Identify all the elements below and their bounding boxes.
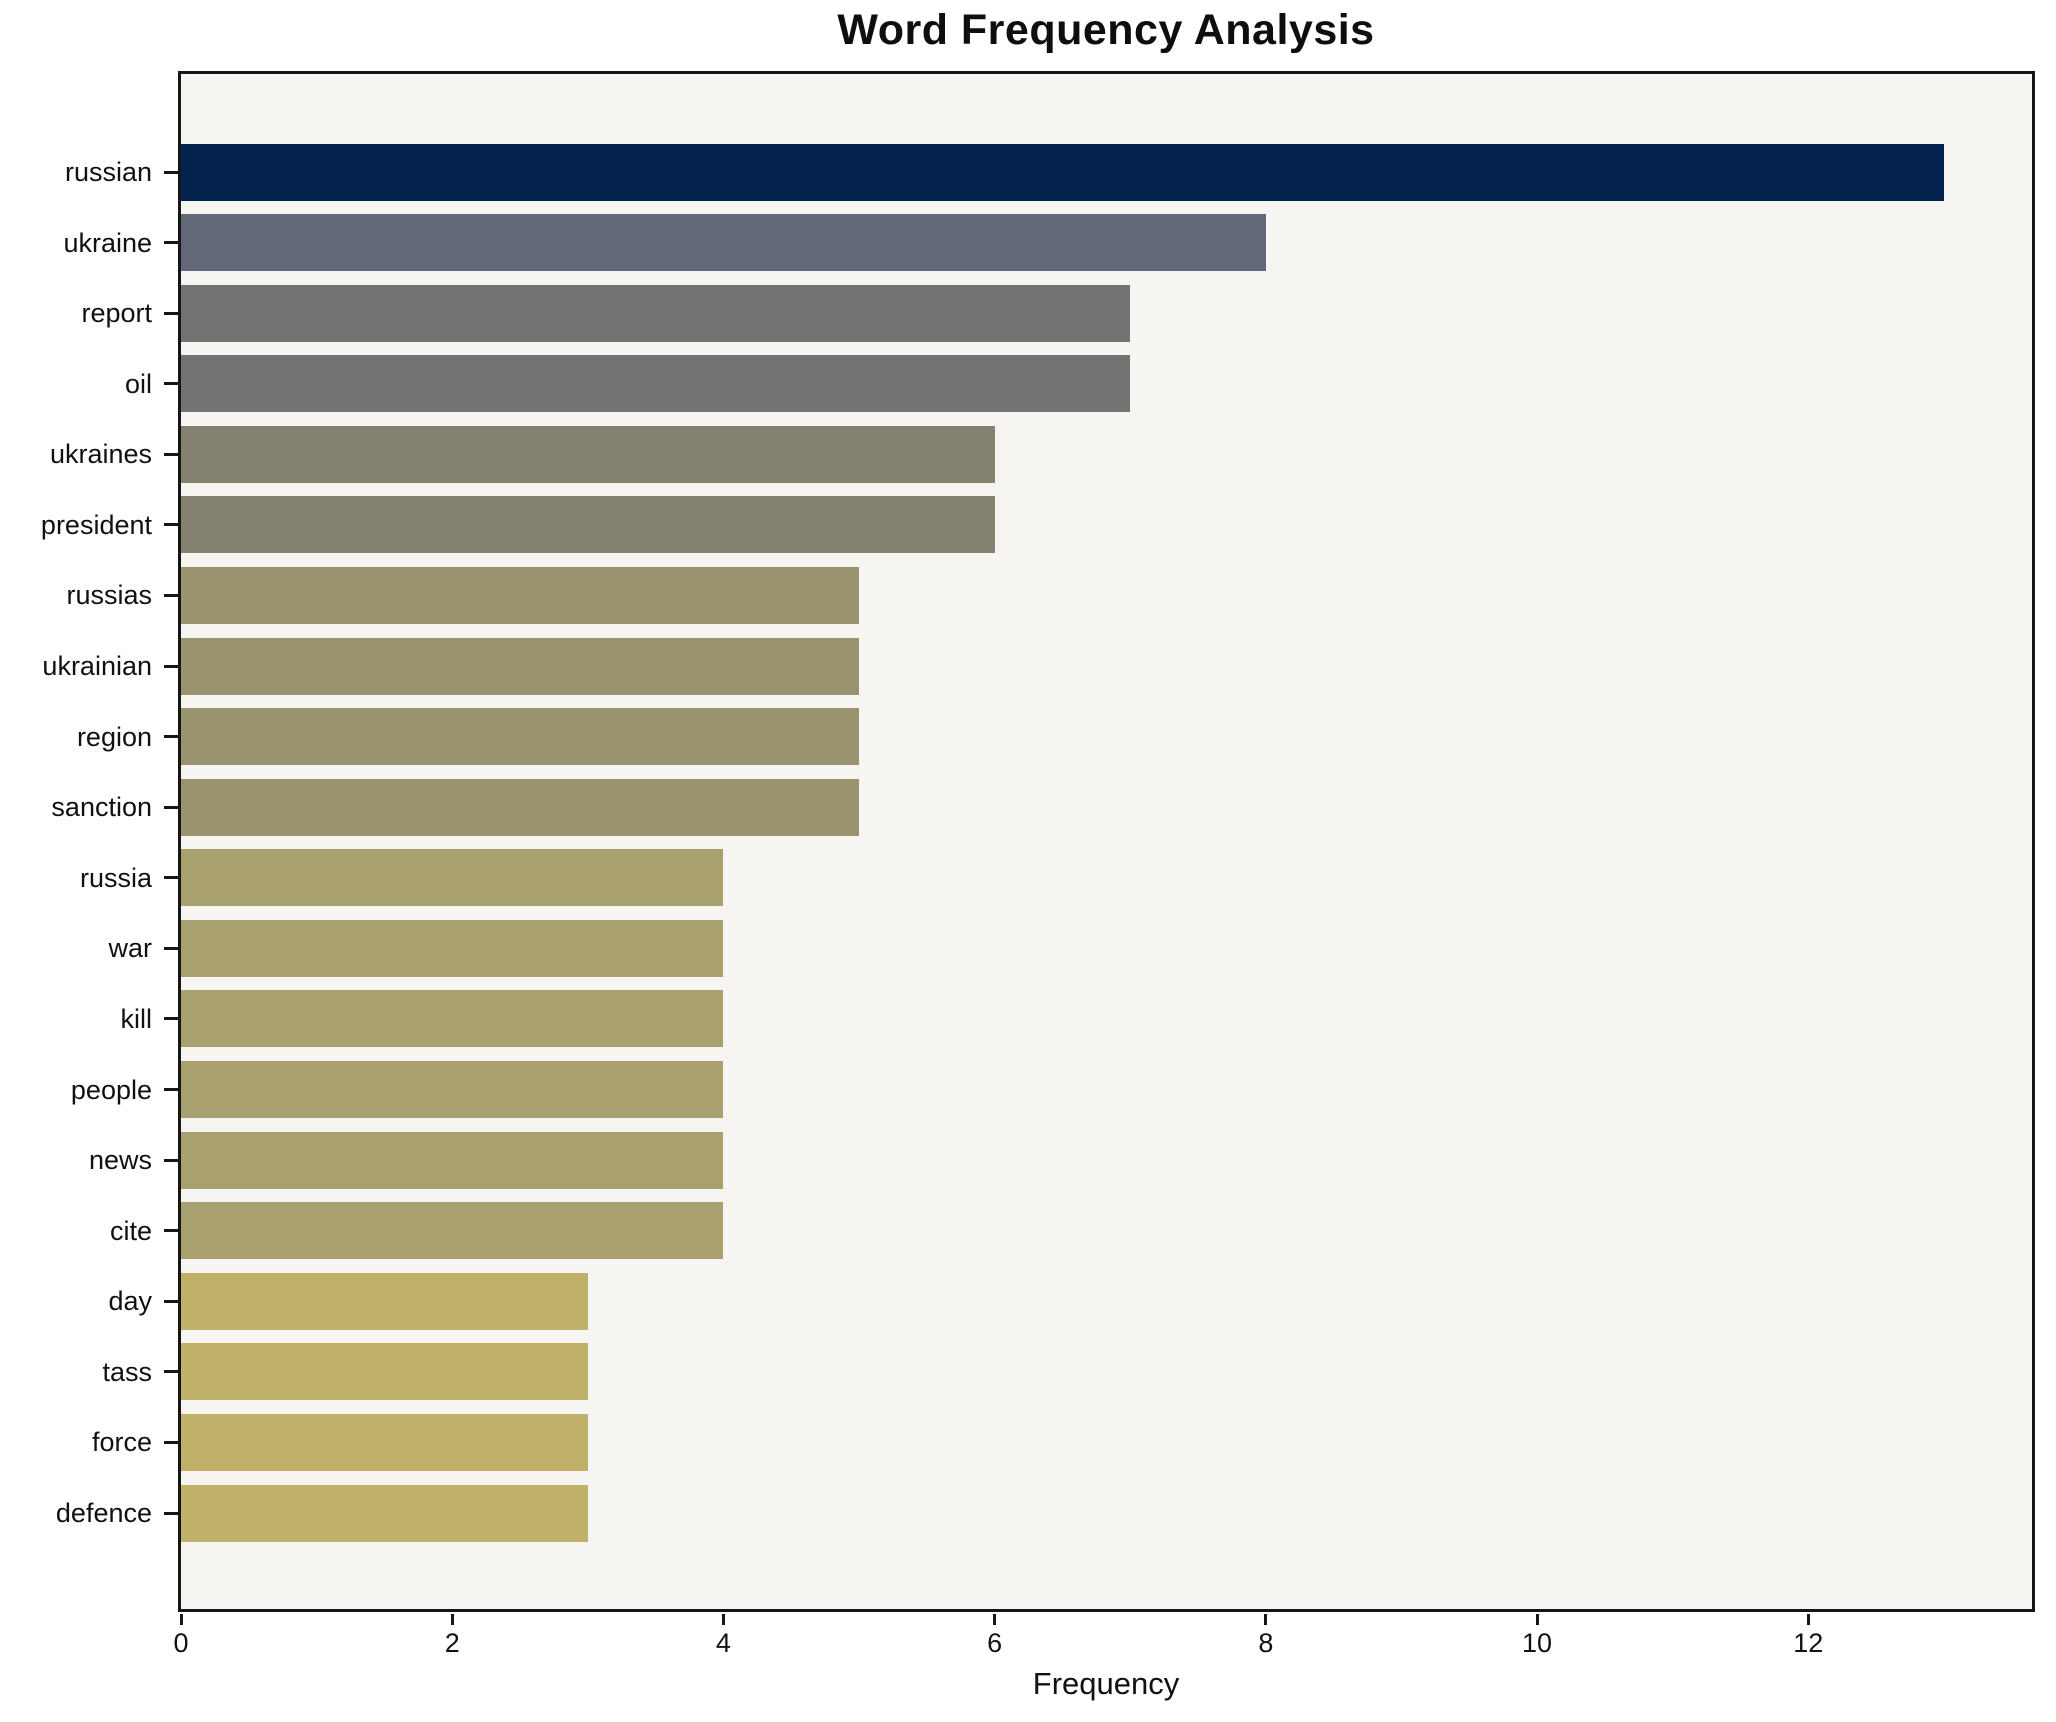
bar-ukrainian: [181, 637, 860, 695]
bar-russias: [181, 566, 860, 624]
bar-ukraine: [181, 214, 1266, 272]
bar-report: [181, 284, 1131, 342]
y-tick-mark: [164, 1440, 178, 1444]
bar-sanction: [181, 778, 860, 836]
bar-war: [181, 919, 724, 977]
bar-day: [181, 1272, 588, 1330]
x-tick-label-0: 0: [173, 1628, 189, 1658]
bar-president: [181, 496, 995, 554]
y-tick-label-region: region: [76, 721, 152, 752]
y-tick-label-russia: russia: [79, 862, 152, 893]
bar-ukraines: [181, 425, 995, 483]
y-tick-label-ukraines: ukraines: [49, 439, 152, 470]
x-axis-title: Frequency: [1032, 1666, 1180, 1701]
y-tick-mark: [164, 1299, 178, 1303]
y-tick-label-war: war: [108, 933, 152, 964]
y-tick-mark: [164, 311, 178, 315]
y-tick-label-russias: russias: [66, 580, 152, 611]
bar-force: [181, 1413, 588, 1471]
y-tick-mark: [164, 382, 178, 386]
chart-title: Word Frequency Analysis: [837, 6, 1375, 54]
x-tick-mark: [1264, 1614, 1268, 1625]
x-tick-label-6: 6: [987, 1628, 1003, 1658]
y-tick-label-kill: kill: [120, 1003, 153, 1034]
y-tick-mark: [164, 876, 178, 880]
y-tick-label-russian: russian: [64, 157, 152, 187]
y-tick-mark: [164, 1017, 178, 1021]
bar-people: [181, 1061, 724, 1119]
bar-russia: [181, 849, 724, 907]
y-tick-mark: [164, 1511, 178, 1515]
y-tick-label-report: report: [81, 298, 152, 329]
bar-news: [181, 1131, 724, 1189]
x-tick-mark: [450, 1614, 454, 1625]
bar-kill: [181, 990, 724, 1048]
y-tick-mark: [164, 946, 178, 950]
x-tick-label-12: 12: [1793, 1628, 1824, 1658]
y-tick-mark: [164, 1158, 178, 1162]
x-tick-label-4: 4: [715, 1628, 731, 1658]
y-tick-mark: [164, 241, 178, 245]
y-tick-mark: [164, 805, 178, 809]
y-tick-mark: [164, 593, 178, 597]
y-tick-label-president: president: [40, 509, 152, 540]
y-tick-label-cite: cite: [109, 1215, 152, 1246]
y-tick-label-day: day: [108, 1286, 152, 1317]
y-tick-label-defence: defence: [55, 1498, 152, 1529]
y-tick-mark: [164, 523, 178, 527]
y-tick-mark: [164, 1229, 178, 1233]
y-tick-mark: [164, 735, 178, 739]
y-tick-label-sanction: sanction: [51, 792, 152, 823]
x-tick-mark: [1535, 1614, 1539, 1625]
y-tick-label-ukraine: ukraine: [63, 227, 152, 258]
y-tick-label-news: news: [88, 1145, 152, 1176]
x-tick-mark: [1806, 1614, 1810, 1625]
bar-tass: [181, 1343, 588, 1401]
y-tick-label-force: force: [91, 1427, 152, 1458]
plot-area: [178, 71, 2035, 1612]
x-tick-label-2: 2: [444, 1628, 460, 1658]
y-tick-label-tass: tass: [102, 1356, 152, 1387]
y-tick-mark: [164, 1088, 178, 1092]
bar-region: [181, 708, 860, 766]
bar-cite: [181, 1202, 724, 1260]
x-tick-mark: [993, 1614, 997, 1625]
x-tick-label-8: 8: [1258, 1628, 1274, 1658]
bar-oil: [181, 355, 1131, 413]
y-tick-label-ukrainian: ukrainian: [42, 651, 152, 682]
x-tick-label-10: 10: [1522, 1628, 1553, 1658]
bar-defence: [181, 1484, 588, 1542]
y-tick-mark: [164, 664, 178, 668]
y-tick-label-oil: oil: [124, 368, 152, 399]
x-tick-mark: [179, 1614, 183, 1625]
y-tick-mark: [164, 170, 178, 174]
y-tick-label-people: people: [70, 1074, 152, 1105]
bar-russian: [181, 143, 1944, 201]
y-tick-mark: [164, 1370, 178, 1374]
x-tick-mark: [721, 1614, 725, 1625]
y-tick-mark: [164, 452, 178, 456]
